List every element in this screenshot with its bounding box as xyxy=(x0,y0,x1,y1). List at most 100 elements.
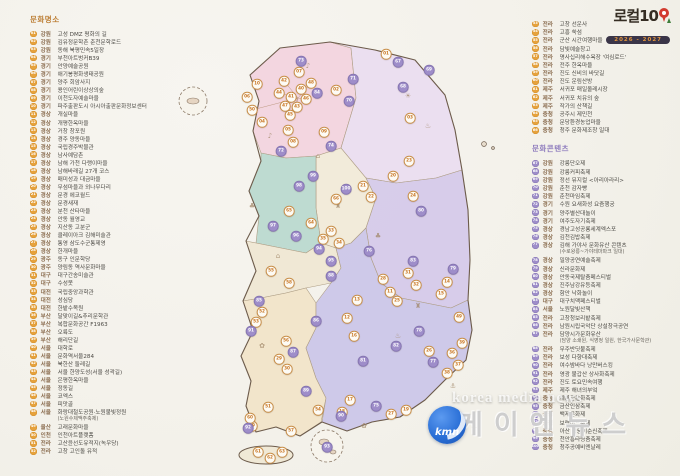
map-marker: 77 xyxy=(427,356,439,368)
item-region: 경상 xyxy=(40,201,51,207)
item-name: 개평한옥마을 xyxy=(57,120,89,127)
kmn-logo-text: kmn xyxy=(435,427,460,438)
list-item: 34 대전 성심당 xyxy=(30,296,182,304)
map-marker: 05 xyxy=(282,124,294,136)
item-number-badge: 01 xyxy=(30,30,37,38)
map-marker: 44 xyxy=(273,87,285,99)
list-item: 59 전라 진도 신비의 바닷길 xyxy=(532,69,678,77)
item-name: 춘천 감자빵 xyxy=(559,186,588,192)
item-region: 경상 xyxy=(542,291,553,298)
item-region: 인천 xyxy=(40,433,51,440)
map-marker: 27 xyxy=(385,408,397,420)
map-marker: 36 xyxy=(446,347,458,359)
item-number-badge: 53 xyxy=(532,20,539,28)
list-item: 64 충청 공주시 제민천 xyxy=(532,110,678,118)
item-subtext: (노원수제맥주축제) xyxy=(57,416,99,423)
list-item: 54 전라 고흥 쑥섬 xyxy=(532,28,678,36)
map-marker: 08 xyxy=(287,136,299,148)
tree-icon xyxy=(667,18,671,23)
item-number-badge: 90 xyxy=(532,362,539,369)
item-name: 김유정문학촌 춘천문학로드 xyxy=(57,40,122,47)
item-region: 전라 xyxy=(542,331,553,338)
map-marker: 16 xyxy=(348,330,360,342)
item-number-badge: 44 xyxy=(30,376,37,384)
item-region: 경상 xyxy=(542,235,553,242)
list-item: 21 경상 문경 에코월드 xyxy=(30,191,182,199)
item-name: 국립중앙과학관 xyxy=(57,289,94,296)
list-item: 91 전라 영광 불갑산 상사화축제 xyxy=(532,370,678,378)
list-item: 44 서울 은평한옥마을 xyxy=(30,376,182,384)
item-region: 전라 xyxy=(542,54,553,61)
item-region: 서울 xyxy=(40,386,51,393)
map-marker: 99 xyxy=(307,170,319,182)
list-item: 78 경상 밀양공연예술축제 xyxy=(532,256,678,264)
item-region: 전라 xyxy=(542,46,553,53)
section-title-culture-contents: 문화콘텐츠 xyxy=(532,144,569,154)
item-number-badge: 54 xyxy=(532,28,539,36)
map-marker: 74 xyxy=(325,140,337,152)
item-name: 북한산 둘레길 xyxy=(57,361,91,368)
list-item: 32 대구 수성못 xyxy=(30,279,182,287)
map-marker: 79 xyxy=(447,263,459,275)
list-item: 38 부산 오륙도 xyxy=(30,328,182,336)
item-number-badge: 85 xyxy=(532,314,539,321)
list-item: 58 전라 전주 한옥마을 xyxy=(532,61,678,69)
item-name: 양림동 역사문화마을 xyxy=(57,265,106,272)
list-item: 46 서울 코엑스 xyxy=(30,392,182,400)
item-number-badge: 72 xyxy=(532,201,539,208)
map-marker: 30 xyxy=(281,363,293,375)
item-name: 매미성과 대금마을 xyxy=(57,176,101,183)
culture-places-items: 01 강원 고성 DMZ 평화의 길 02 강원 김유정문학촌 춘천문학로드 0… xyxy=(30,30,182,455)
item-region: 경기 xyxy=(40,56,51,63)
map-marker: 41 xyxy=(285,91,297,103)
item-name: 동구 인문학당 xyxy=(57,257,91,264)
item-region: 전라 xyxy=(542,38,553,45)
watermark-korean: 케이엔뉴스 xyxy=(458,410,638,441)
map-marker: 22 xyxy=(365,191,377,203)
item-region: 전라 xyxy=(542,315,553,322)
item-number-badge: 17 xyxy=(30,159,37,167)
item-name: 문당환경농업마을 xyxy=(559,120,601,127)
item-name: 코엑스 xyxy=(57,394,74,401)
item-name: 양주별산대놀이 xyxy=(559,210,596,217)
list-item: 50 인천 인천아트플랫폼 xyxy=(30,431,182,439)
map-marker: 58 xyxy=(283,277,295,289)
item-number-badge: 09 xyxy=(30,95,37,102)
map-marker: 63 xyxy=(276,446,288,458)
list-item: 61 제주 서귀포 매일올레시장 xyxy=(532,85,678,93)
item-region: 경기 xyxy=(40,72,51,79)
map-marker: 47 xyxy=(279,100,291,112)
item-name: 공주시 제민천 xyxy=(559,111,593,118)
list-item: 87 전라 담양시가문화유산 (담양 소쇄원, 식영정 일원, 한국가사문학관) xyxy=(532,330,678,345)
item-region: 강원 xyxy=(542,194,553,201)
list-item: 92 전라 진도 토요민속여행 xyxy=(532,378,678,386)
map-marker: 98 xyxy=(293,180,305,192)
item-number-badge: 41 xyxy=(30,352,37,360)
list-item: 48 서울 화랑대철도공원·노원불빛정원 (노원수제맥주축제) xyxy=(30,408,182,423)
list-item: 56 전라 담빛예술창고 xyxy=(532,45,678,53)
item-name: 계룡군문화축제 xyxy=(559,396,596,403)
item-name: 안양예술공원 xyxy=(57,64,89,71)
item-name: 천안흥타령춤축제 xyxy=(559,436,601,443)
item-name: 고창 고인돌 유적 xyxy=(57,449,98,456)
item-name: 고창청보리밭축제 xyxy=(559,315,601,322)
item-region: 전라 xyxy=(542,30,553,37)
map-marker: 48 xyxy=(305,77,317,89)
item-number-badge: 60 xyxy=(532,77,539,85)
item-region: 경상 xyxy=(40,112,51,119)
list-item: 08 경기 용인어린이상상의숲 xyxy=(30,86,182,94)
map-marker: 96 xyxy=(290,230,302,242)
item-region: 제주 xyxy=(542,95,553,102)
item-name: 강릉커피축제 xyxy=(559,169,591,176)
item-name: 오륙도 xyxy=(57,329,74,336)
item-name: 서귀포 매일올레시장 xyxy=(559,87,608,94)
list-item: 79 경상 신라문화제 xyxy=(532,264,678,273)
section-title-culture-places: 문화명소 xyxy=(30,15,60,24)
item-number-badge: 04 xyxy=(30,54,37,62)
item-number-badge: 05 xyxy=(30,62,37,70)
map-marker: 09 xyxy=(318,126,330,138)
list-item: 16 경상 남사예담촌 xyxy=(30,151,182,159)
list-item: 10 경기 파주출판도시 아시아출판문화정보센터 xyxy=(30,102,182,110)
item-region: 경상 xyxy=(40,152,51,159)
map-marker: 50 xyxy=(246,104,258,116)
